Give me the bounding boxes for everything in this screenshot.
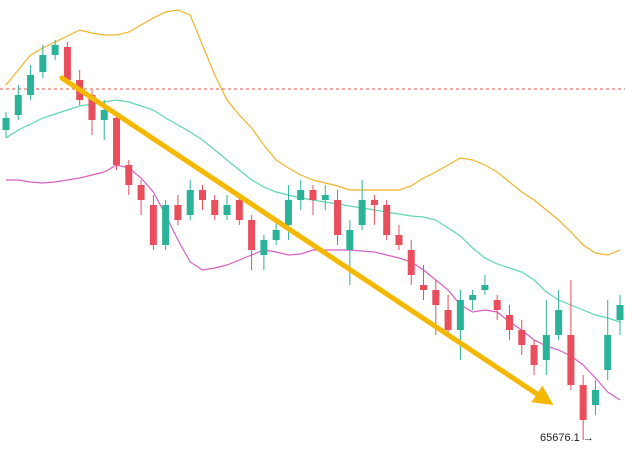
candle-body	[149, 205, 157, 245]
candle-body	[198, 190, 206, 200]
candle-body	[346, 230, 354, 250]
candle-body	[493, 300, 501, 310]
candle-body	[39, 55, 47, 72]
candle-body	[63, 47, 71, 80]
trend-arrow	[59, 75, 554, 405]
candle-body	[604, 335, 612, 370]
candle-body	[260, 240, 268, 255]
candle-body	[481, 285, 489, 290]
candle-body	[2, 118, 10, 130]
candle-body	[591, 390, 599, 405]
candle-body	[420, 285, 428, 290]
band-line	[5, 9, 621, 256]
candle-body	[113, 118, 121, 165]
candle-body	[297, 190, 305, 200]
candle-body	[88, 95, 96, 120]
candle-body	[125, 165, 133, 185]
candle-body	[358, 200, 366, 225]
candle-body	[51, 45, 59, 55]
candle-body	[383, 205, 391, 235]
candle-body	[137, 185, 145, 200]
candle-body	[395, 235, 403, 245]
candle-body	[407, 250, 415, 275]
candle-body	[14, 95, 22, 115]
candle-body	[370, 200, 378, 205]
price-label: 65676.1 →	[540, 432, 594, 444]
candle-body	[162, 205, 170, 245]
candle-body	[284, 200, 292, 225]
candle-body	[211, 200, 219, 215]
candle-body	[334, 200, 342, 235]
candle-body	[321, 195, 329, 200]
candle-body	[469, 295, 477, 300]
candle-body	[27, 75, 35, 95]
candle-body	[555, 310, 563, 335]
candle-body	[432, 290, 440, 305]
candle-body	[530, 345, 538, 365]
candle-body	[235, 200, 243, 220]
candle-body	[223, 205, 231, 215]
candle-body	[518, 330, 526, 345]
candle-body	[505, 315, 513, 330]
candle-body	[248, 220, 256, 250]
candle-body	[567, 335, 575, 385]
candle-body	[186, 190, 194, 215]
candle-body	[579, 385, 587, 420]
candle-body	[456, 300, 464, 330]
candle-body	[444, 310, 452, 330]
candle-body	[542, 335, 550, 360]
band-line	[6, 164, 621, 401]
candle-body	[309, 190, 317, 200]
candle-body	[174, 205, 182, 220]
candle-body	[100, 110, 108, 120]
candle-body	[272, 230, 280, 240]
candle-body	[616, 305, 624, 320]
